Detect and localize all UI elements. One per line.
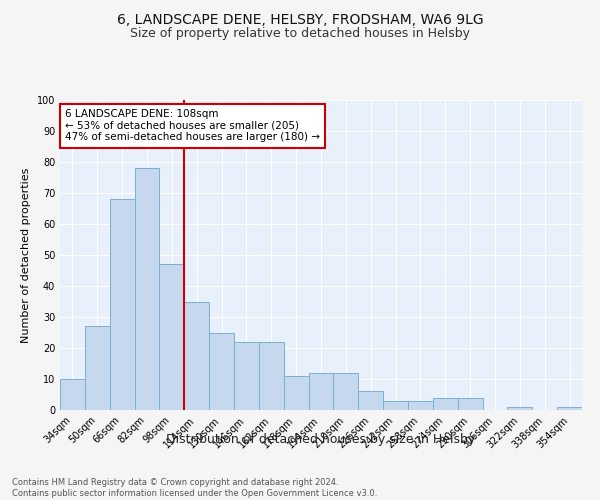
Bar [234, 342, 259, 410]
Bar [557, 407, 582, 410]
Bar [508, 407, 532, 410]
Bar [160, 264, 184, 410]
Bar [184, 302, 209, 410]
Bar [85, 326, 110, 410]
Bar [110, 199, 134, 410]
Y-axis label: Number of detached properties: Number of detached properties [21, 168, 31, 342]
Bar [383, 400, 408, 410]
Text: Contains HM Land Registry data © Crown copyright and database right 2024.
Contai: Contains HM Land Registry data © Crown c… [12, 478, 377, 498]
Bar [259, 342, 284, 410]
Text: Distribution of detached houses by size in Helsby: Distribution of detached houses by size … [166, 432, 476, 446]
Bar [209, 332, 234, 410]
Text: Size of property relative to detached houses in Helsby: Size of property relative to detached ho… [130, 28, 470, 40]
Bar [358, 392, 383, 410]
Bar [134, 168, 160, 410]
Bar [308, 373, 334, 410]
Bar [284, 376, 308, 410]
Text: 6 LANDSCAPE DENE: 108sqm
← 53% of detached houses are smaller (205)
47% of semi-: 6 LANDSCAPE DENE: 108sqm ← 53% of detach… [65, 110, 320, 142]
Bar [408, 400, 433, 410]
Bar [458, 398, 482, 410]
Text: 6, LANDSCAPE DENE, HELSBY, FRODSHAM, WA6 9LG: 6, LANDSCAPE DENE, HELSBY, FRODSHAM, WA6… [116, 12, 484, 26]
Bar [334, 373, 358, 410]
Bar [60, 379, 85, 410]
Bar [433, 398, 458, 410]
